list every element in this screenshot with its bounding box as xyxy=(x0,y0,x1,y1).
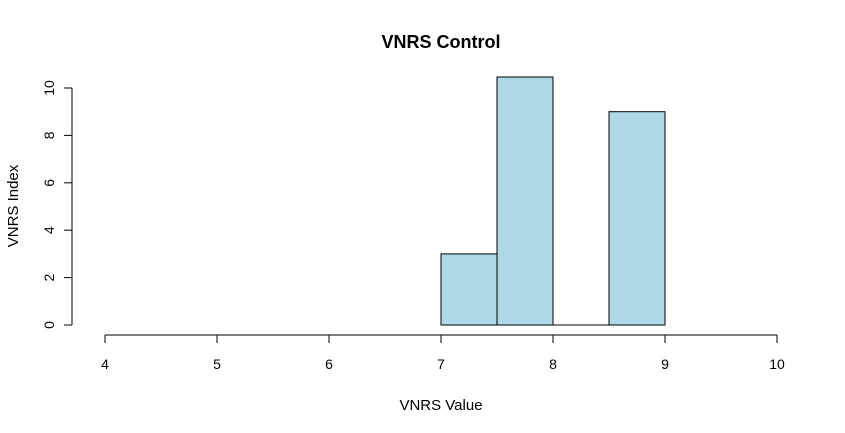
y-tick-label: 10 xyxy=(41,80,57,96)
x-tick-label: 9 xyxy=(661,356,669,372)
x-tick-label: 5 xyxy=(213,356,221,372)
y-tick-label: 0 xyxy=(41,321,57,329)
x-tick-label: 4 xyxy=(101,356,109,372)
y-tick-label: 8 xyxy=(41,131,57,139)
x-tick-label: 7 xyxy=(437,356,445,372)
x-tick-label: 10 xyxy=(769,356,785,372)
bar-0 xyxy=(440,253,498,326)
bar-3 xyxy=(608,111,666,326)
x-axis-ticks: 4 5 6 7 8 9 10 xyxy=(101,335,785,372)
bars-group xyxy=(440,76,666,326)
x-tick-label: 8 xyxy=(549,356,557,372)
y-axis-label: VNRS Index xyxy=(5,164,22,247)
chart-title: VNRS Control xyxy=(382,32,501,52)
bar-1 xyxy=(496,76,554,326)
x-tick-label: 6 xyxy=(325,356,333,372)
y-tick-label: 6 xyxy=(41,179,57,187)
x-axis-label: VNRS Value xyxy=(399,397,482,414)
y-tick-label: 4 xyxy=(41,226,57,234)
y-tick-label: 2 xyxy=(41,273,57,281)
y-axis-ticks: 0 2 4 6 8 10 xyxy=(41,80,72,329)
